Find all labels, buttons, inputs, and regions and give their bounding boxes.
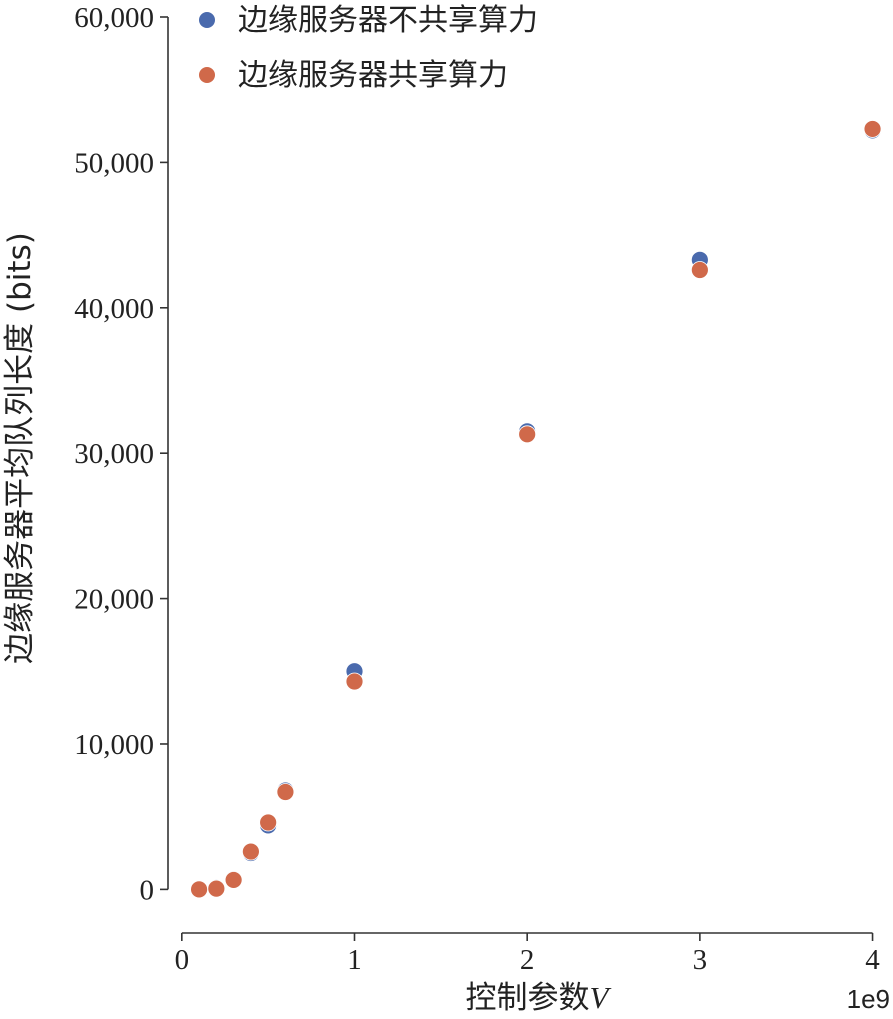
y-tick-label: 60,000	[74, 2, 154, 34]
y-tick-label: 0	[140, 874, 155, 906]
legend: 边缘服务器不共享算力 边缘服务器共享算力	[199, 3, 538, 93]
x-axis-title-variable: V	[590, 980, 612, 1015]
data-point-series-2	[259, 813, 278, 832]
legend-marker-series-1	[199, 12, 215, 28]
x-axis-title: 控制参数V	[466, 980, 612, 1016]
data-point-series-2	[863, 120, 882, 138]
x-tick-label: 0	[175, 944, 190, 976]
y-tick-label: 20,000	[74, 584, 154, 616]
y-tick-label: 40,000	[74, 293, 154, 325]
x-tick-label: 4	[865, 944, 880, 976]
data-point-series-2	[224, 871, 243, 889]
data-point-series-2	[241, 842, 260, 861]
data-point-series-2	[276, 783, 295, 801]
data-point-series-2	[207, 879, 226, 898]
legend-label-series-2: 边缘服务器共享算力	[238, 58, 508, 93]
x-tick-label: 1	[347, 944, 362, 976]
x-tick-label: 2	[520, 944, 535, 976]
y-tick-label: 50,000	[74, 147, 154, 179]
y-tick-label: 10,000	[74, 729, 154, 761]
data-point-series-2	[690, 261, 709, 279]
x-axis-title-text: 控制参数	[466, 980, 590, 1016]
data-points	[190, 120, 882, 899]
data-point-series-2	[345, 672, 364, 691]
x-axis-offset-label: 1e9	[847, 984, 890, 1014]
y-axis: 0 10,000 20,000 30,000 40,000 50,000 60,000	[74, 2, 169, 906]
legend-label-series-1: 边缘服务器不共享算力	[238, 3, 538, 38]
x-tick-label: 3	[693, 944, 708, 976]
data-point-series-2	[518, 425, 537, 444]
x-axis: 0 1 2 3 4	[175, 932, 880, 976]
legend-marker-series-2	[199, 67, 215, 83]
data-point-series-2	[190, 880, 208, 899]
y-tick-label: 30,000	[74, 438, 154, 470]
y-axis-title: 边缘服务器平均队列长度 (bits)	[2, 232, 38, 664]
